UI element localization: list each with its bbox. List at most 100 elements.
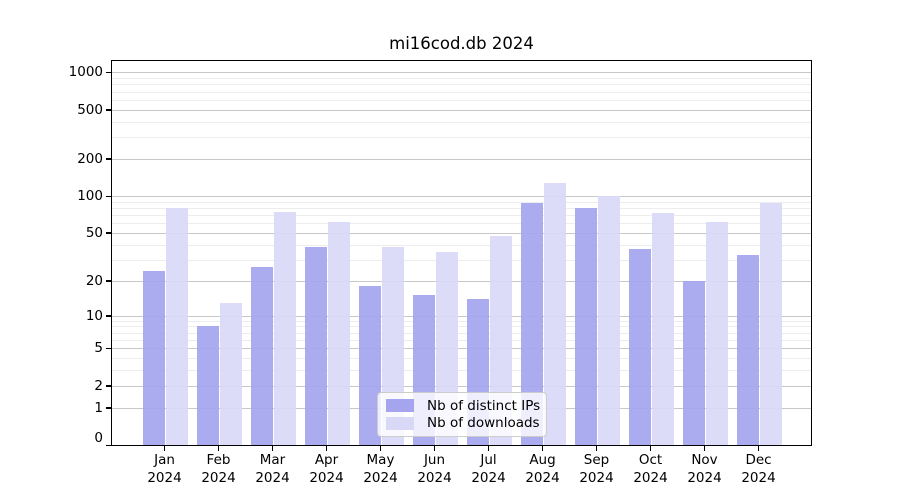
bar-ips-feb bbox=[197, 326, 219, 445]
major-gridline bbox=[112, 280, 811, 282]
major-gridline bbox=[112, 72, 811, 74]
x-tick-label-year: 2024 bbox=[579, 469, 614, 486]
y-tick-mark bbox=[106, 407, 111, 409]
legend-swatch-distinct-ips bbox=[386, 399, 414, 413]
y-tick-mark bbox=[106, 158, 111, 160]
x-tick-label-year: 2024 bbox=[309, 469, 344, 486]
x-tick-mark bbox=[379, 446, 382, 451]
minor-gridline bbox=[112, 259, 811, 261]
x-tick-mark bbox=[703, 446, 706, 451]
x-tick-mark bbox=[325, 446, 328, 451]
major-gridline bbox=[112, 385, 811, 387]
bar-downloads-feb bbox=[220, 302, 242, 445]
bar-ips-dec bbox=[737, 254, 759, 445]
x-tick-label-year: 2024 bbox=[471, 469, 506, 486]
y-tick-mark bbox=[106, 280, 111, 282]
x-tick-label: Jan 2024 bbox=[133, 452, 197, 487]
x-tick-label: Aug 2024 bbox=[511, 452, 575, 487]
x-tick-label-year: 2024 bbox=[201, 469, 236, 486]
bar-downloads-oct bbox=[652, 212, 674, 445]
bar-ips-apr bbox=[305, 247, 327, 445]
x-tick-mark bbox=[541, 446, 544, 451]
x-tick-label: Jul 2024 bbox=[457, 452, 521, 487]
y-tick-label: 20 bbox=[85, 272, 103, 289]
bar-downloads-jan bbox=[166, 207, 188, 445]
chart-plot-area: Nb of distinct IPs Nb of downloads bbox=[111, 60, 812, 446]
x-tick-mark bbox=[217, 446, 220, 451]
bar-downloads-aug bbox=[544, 182, 566, 445]
minor-gridline bbox=[112, 332, 811, 334]
minor-gridline bbox=[112, 223, 811, 225]
bar-ips-mar bbox=[251, 267, 273, 445]
x-tick-label: Oct 2024 bbox=[619, 452, 683, 487]
x-tick-label-year: 2024 bbox=[633, 469, 668, 486]
minor-gridline bbox=[112, 244, 811, 246]
minor-gridline bbox=[112, 201, 811, 203]
x-tick-label: Nov 2024 bbox=[673, 452, 737, 487]
y-tick-label: 500 bbox=[77, 101, 103, 118]
minor-gridline bbox=[112, 207, 811, 209]
x-tick-mark bbox=[595, 446, 598, 451]
x-tick-label: Sep 2024 bbox=[565, 452, 629, 487]
major-gridline bbox=[112, 158, 811, 160]
minor-gridline bbox=[112, 121, 811, 123]
x-tick-label-year: 2024 bbox=[147, 469, 182, 486]
legend-label-downloads: Nb of downloads bbox=[427, 415, 540, 432]
bar-downloads-nov bbox=[706, 221, 728, 445]
minor-gridline bbox=[112, 340, 811, 342]
y-tick-label: 1000 bbox=[68, 64, 103, 81]
x-tick-label-year: 2024 bbox=[363, 469, 398, 486]
x-tick-label: Apr 2024 bbox=[295, 452, 359, 487]
bar-downloads-dec bbox=[760, 202, 782, 445]
y-tick-label: 200 bbox=[77, 150, 103, 167]
bar-downloads-mar bbox=[274, 212, 296, 445]
x-tick-label: Mar 2024 bbox=[241, 452, 305, 487]
major-gridline bbox=[112, 109, 811, 111]
legend-entry-distinct-ips: Nb of distinct IPs bbox=[386, 397, 541, 415]
minor-gridline bbox=[112, 91, 811, 93]
bar-downloads-sep bbox=[598, 195, 620, 445]
y-tick-mark bbox=[106, 71, 111, 74]
minor-gridline bbox=[112, 137, 811, 139]
minor-gridline bbox=[112, 326, 811, 328]
minor-gridline bbox=[112, 215, 811, 217]
x-tick-mark bbox=[433, 446, 436, 451]
x-tick-mark bbox=[757, 446, 760, 451]
legend-swatch-downloads bbox=[386, 416, 414, 430]
bar-ips-nov bbox=[683, 280, 705, 445]
minor-gridline bbox=[112, 320, 811, 322]
x-tick-mark bbox=[271, 446, 274, 451]
x-tick-label-year: 2024 bbox=[741, 469, 776, 486]
y-tick-mark bbox=[106, 109, 111, 111]
x-tick-label: Jun 2024 bbox=[403, 452, 467, 487]
x-tick-label: Feb 2024 bbox=[187, 452, 251, 487]
legend-label-distinct-ips: Nb of distinct IPs bbox=[427, 397, 541, 414]
major-gridline bbox=[112, 232, 811, 234]
bar-ips-aug bbox=[521, 202, 543, 445]
bar-downloads-apr bbox=[328, 221, 350, 445]
x-tick-label-year: 2024 bbox=[255, 469, 290, 486]
legend-entry-downloads: Nb of downloads bbox=[386, 415, 540, 433]
minor-gridline bbox=[112, 99, 811, 101]
y-tick-mark bbox=[106, 444, 111, 446]
x-tick-mark bbox=[487, 446, 490, 451]
x-tick-label-year: 2024 bbox=[417, 469, 452, 486]
minor-gridline bbox=[112, 358, 811, 360]
chart-title: mi16cod.db 2024 bbox=[389, 34, 534, 53]
minor-gridline bbox=[112, 84, 811, 86]
y-tick-label: 100 bbox=[77, 188, 103, 205]
bar-ips-sep bbox=[575, 207, 597, 445]
x-tick-label-year: 2024 bbox=[687, 469, 722, 486]
bar-ips-jan bbox=[143, 271, 165, 445]
y-tick-mark bbox=[106, 232, 111, 234]
chart-legend: Nb of distinct IPs Nb of downloads bbox=[377, 392, 547, 437]
major-gridline bbox=[112, 348, 811, 350]
y-tick-label: 1 bbox=[94, 399, 103, 416]
y-tick-mark bbox=[106, 385, 111, 387]
bar-ips-may bbox=[359, 286, 381, 445]
x-tick-label: Dec 2024 bbox=[727, 452, 791, 487]
y-tick-label: 2 bbox=[94, 377, 103, 394]
y-tick-mark bbox=[106, 347, 111, 350]
bar-ips-oct bbox=[629, 248, 651, 445]
